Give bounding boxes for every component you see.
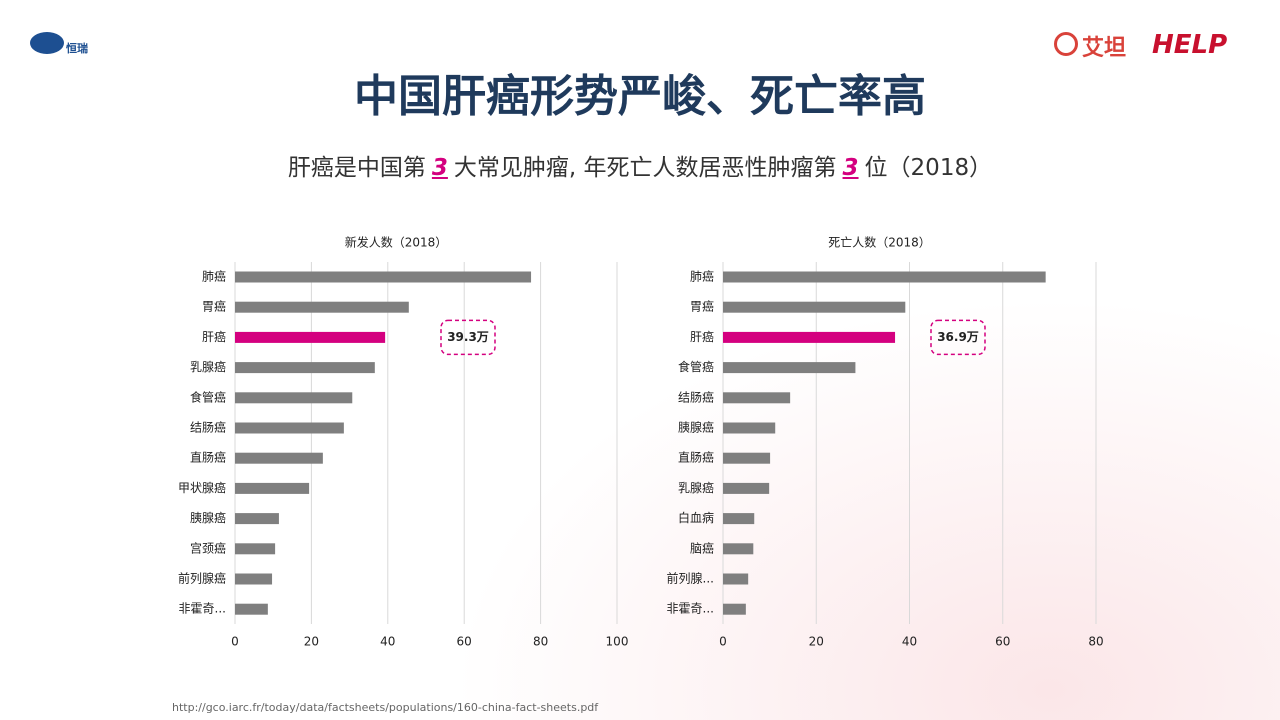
logo-mark [30,32,64,54]
y-tick-label: 肺癌 [690,269,714,284]
y-tick-label: 食管癌 [678,359,714,374]
logo-help: HELP [1152,30,1228,60]
bar [235,543,276,555]
y-tick-label: 甲状腺癌 [178,480,226,495]
slide-title: 中国肝癌形势严峻、死亡率高 [354,71,926,122]
y-tick-label: 前列腺... [667,571,714,586]
x-tick-label: 20 [304,635,319,649]
bar [723,482,770,494]
y-tick-label: 脑癌 [690,540,714,555]
y-tick-label: 食管癌 [190,389,226,404]
bar [723,452,771,464]
bar [235,422,344,434]
logo-text: 艾坦 [1082,36,1127,61]
chart-title: 新发人数（2018） [345,235,448,250]
bar [235,452,323,464]
bar [723,331,896,343]
value-label: 36.9万 [937,330,979,344]
bar [723,513,755,525]
bar [235,331,386,343]
subtitle-highlight: 3 [431,155,448,181]
y-tick-label: 非霍奇... [179,602,226,616]
logo-mark [1054,32,1078,56]
logo-text: 恒瑞 [66,42,88,55]
bar [723,543,754,555]
x-tick-label: 20 [809,635,824,649]
y-tick-label: 胰腺癌 [678,420,714,435]
y-tick-label: 直肠癌 [678,450,714,465]
y-tick-label: 胃癌 [202,299,226,314]
y-tick-label: 非霍奇... [667,602,714,616]
chart-title: 死亡人数（2018） [828,235,931,250]
bar [235,362,375,374]
y-tick-label: 宫颈癌 [190,540,226,555]
y-tick-label: 胰腺癌 [190,510,226,525]
subtitle-text: 大常见肿瘤, 年死亡人数居恶性肿瘤第 [453,155,837,181]
bar [235,392,353,404]
x-tick-label: 0 [231,635,239,649]
bar [235,603,268,615]
y-tick-label: 前列腺癌 [178,571,226,586]
bar [723,392,791,404]
logo-hengrui: 恒瑞 [30,30,92,58]
y-tick-label: 直肠癌 [190,450,226,465]
source-link: http://gco.iarc.fr/today/data/factsheets… [172,701,599,714]
x-tick-label: 60 [995,635,1010,649]
bar [235,513,279,525]
y-tick-label: 结肠癌 [190,420,226,435]
x-tick-label: 60 [457,635,472,649]
subtitle-highlight: 3 [842,155,859,181]
slide-subtitle: 肝癌是中国第 3 大常见肿瘤, 年死亡人数居恶性肿瘤第 3 位（2018） [0,148,1280,182]
x-tick-label: 40 [380,635,395,649]
value-label: 39.3万 [447,330,489,344]
bar [723,271,1046,283]
bar [723,422,776,434]
y-tick-label: 结肠癌 [678,389,714,404]
x-tick-label: 100 [606,635,629,649]
y-tick-label: 乳腺癌 [678,480,714,495]
y-tick-label: 白血病 [678,510,714,525]
subtitle-text: 肝癌是中国第 [287,155,426,181]
annotation-box [440,319,496,356]
x-tick-label: 40 [902,635,917,649]
bar [723,301,906,313]
y-tick-label: 肝癌 [202,329,226,344]
bar [235,271,532,283]
annotation-box [930,319,986,356]
y-tick-label: 胃癌 [690,299,714,314]
y-tick-label: 乳腺癌 [190,359,226,374]
bar [723,603,746,615]
bar [723,362,856,374]
bar [235,573,273,585]
x-tick-label: 0 [719,635,727,649]
y-tick-label: 肝癌 [690,329,714,344]
y-tick-label: 肺癌 [202,269,226,284]
x-tick-label: 80 [1088,635,1103,649]
bar [235,482,310,494]
x-tick-label: 80 [533,635,548,649]
bar [723,573,749,585]
bar [235,301,409,313]
subtitle-text: 位（2018） [864,155,993,181]
